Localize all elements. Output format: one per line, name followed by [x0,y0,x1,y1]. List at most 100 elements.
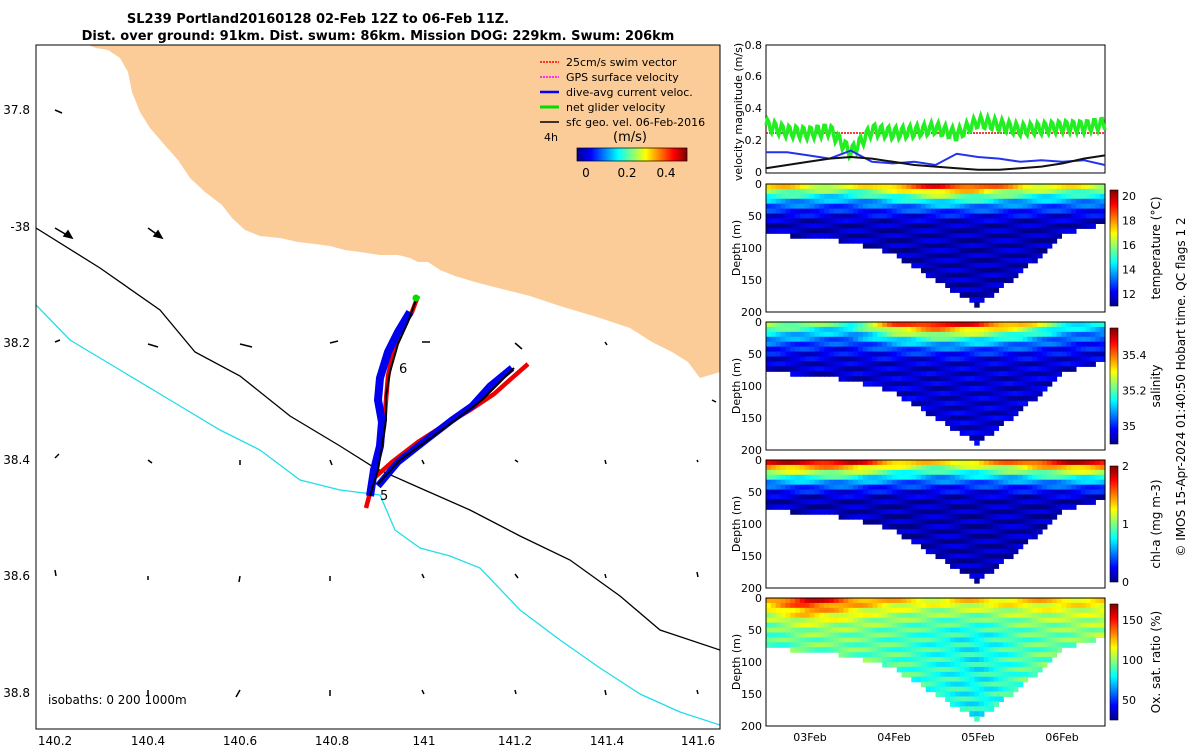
section-cell [916,336,922,343]
section-cell [964,198,970,205]
section-cell [1022,524,1029,530]
section-cell [1061,223,1067,229]
section-cell [891,322,898,328]
section-cell [911,617,917,624]
section-cell [1003,464,1009,471]
section-cell [1085,356,1092,362]
section-cell [1003,553,1009,560]
section-cell [799,489,806,496]
section-cell [954,356,961,362]
section-cell [891,243,898,249]
section-cell [770,460,777,466]
section-cell [1085,484,1092,491]
section-cell [974,361,980,367]
section-cell [809,351,816,358]
section-cell [916,184,922,190]
section-cell [983,282,990,288]
section-cell [988,474,995,481]
section-cell [814,213,820,220]
section-cell [920,188,927,195]
section-cell [993,642,1000,648]
section-cell [1012,474,1019,481]
section-cell [979,257,985,264]
section-cell [1071,203,1077,210]
section-cell [1056,184,1063,190]
section-cell [969,371,975,377]
section-cell [1022,598,1029,604]
depth-tick: 100 [741,518,762,531]
section-cell [911,612,917,619]
section-cell [954,499,961,505]
section-cell [979,351,985,358]
section-cell [940,528,946,535]
section-cell [954,395,961,402]
section-cell [959,341,966,348]
section-cell [882,464,888,471]
section-cell [1017,647,1024,653]
section-cell [916,533,922,540]
section-cell [1066,469,1072,476]
section-cell [833,632,840,638]
section-cell [1061,598,1067,604]
section-cell [1080,223,1087,229]
section-cell [1085,184,1092,190]
section-cell [891,366,898,372]
section-cell [862,356,869,362]
section-cell [935,223,941,229]
section-cell [780,617,786,624]
section-cell [1042,602,1048,609]
section-cell [1056,326,1063,333]
section-cell [1042,238,1048,244]
section-cell [1037,460,1043,466]
section-cell [935,607,941,614]
section-cell [833,509,840,515]
net-velocity-start [412,294,420,302]
section-cell [877,617,883,624]
section-cell [950,538,956,545]
section-cell [979,706,985,712]
section-cell [1003,415,1009,422]
section-cell [993,262,1000,269]
section-cell [1027,381,1033,387]
section-cell [916,386,922,392]
section-cell [1008,681,1014,688]
section-cell [891,504,898,510]
section-cell [1008,341,1014,348]
section-cell [964,272,970,279]
section-cell [901,238,908,244]
section-cell [814,341,820,348]
section-cell [896,371,903,377]
colorbar-tick-0: 0 [582,166,590,180]
section-cell [945,366,951,372]
section-cell [920,336,927,343]
section-cell [969,469,975,476]
section-cell [1032,519,1038,525]
section-cell [780,642,786,648]
section-cell [901,331,908,338]
section-cell [824,341,830,348]
section-cell [1017,243,1024,249]
section-cell [959,543,966,550]
section-cell [1008,499,1014,505]
section-cell [911,676,917,683]
section-cell [959,479,966,486]
section-cell [882,193,888,200]
section-cell [858,469,864,476]
section-cell [974,400,980,407]
section-cell [954,563,961,569]
section-cell [799,218,806,224]
section-cell [993,460,1000,466]
section-cell [766,484,772,491]
section-cell [1066,203,1072,210]
section-cell [1003,257,1009,264]
section-cell [828,331,835,338]
section-cell [1008,193,1014,200]
section-cell [940,637,946,643]
section-cell [887,326,893,333]
section-cell [1012,464,1019,471]
section-cell [882,514,888,520]
section-cell [809,499,816,505]
section-cell [790,612,796,619]
section-cell [998,400,1004,407]
section-cell [804,504,811,510]
